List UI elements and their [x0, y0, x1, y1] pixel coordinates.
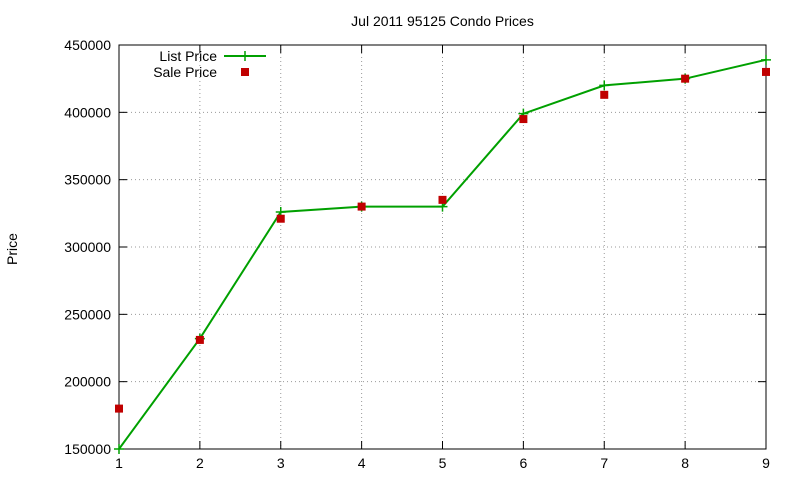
- y-tick-label: 450000: [64, 37, 111, 53]
- y-tick-label: 300000: [64, 239, 111, 255]
- sale-price-point: [519, 115, 528, 124]
- x-tick-label: 3: [277, 455, 285, 471]
- x-tick-label: 7: [600, 455, 608, 471]
- x-tick-label: 9: [762, 455, 770, 471]
- list-price-line: [118, 58, 767, 450]
- x-tick-label: 2: [196, 455, 204, 471]
- sale-price-point: [115, 404, 123, 413]
- legend-label: List Price: [159, 48, 217, 64]
- legend-label: Sale Price: [153, 64, 217, 80]
- chart-title: Jul 2011 95125 Condo Prices: [351, 13, 534, 29]
- sale-price-point: [438, 195, 447, 204]
- list-price-point: [114, 444, 124, 454]
- sale-price-point: [600, 90, 609, 99]
- y-tick-label: 250000: [64, 306, 111, 322]
- sale-price-point: [276, 214, 285, 223]
- y-tick-label: 400000: [64, 104, 111, 120]
- x-tick-label: 4: [358, 455, 366, 471]
- list-price-point: [761, 54, 771, 65]
- y-tick-label: 350000: [64, 172, 111, 188]
- sale-price-point: [762, 67, 770, 76]
- axis-ticks: 150000 200000 250000 300000 350000 400000 4500…: [64, 37, 770, 471]
- grid: [119, 45, 766, 449]
- y-tick-label: 150000: [64, 441, 111, 457]
- legend-square-marker: [241, 68, 249, 76]
- y-axis-label: Price: [4, 233, 20, 265]
- x-tick-label: 6: [519, 455, 527, 471]
- x-tick-label: 1: [115, 455, 123, 471]
- x-tick-label: 5: [439, 455, 447, 471]
- x-tick-label: 8: [681, 455, 689, 471]
- sale-price-point: [681, 74, 690, 83]
- sale-price-point: [357, 202, 366, 211]
- list-price-point: [599, 80, 610, 91]
- legend-plus-marker: [240, 51, 250, 61]
- data-series: [114, 54, 771, 454]
- sale-price-point: [195, 335, 204, 344]
- y-tick-label: 200000: [64, 374, 111, 390]
